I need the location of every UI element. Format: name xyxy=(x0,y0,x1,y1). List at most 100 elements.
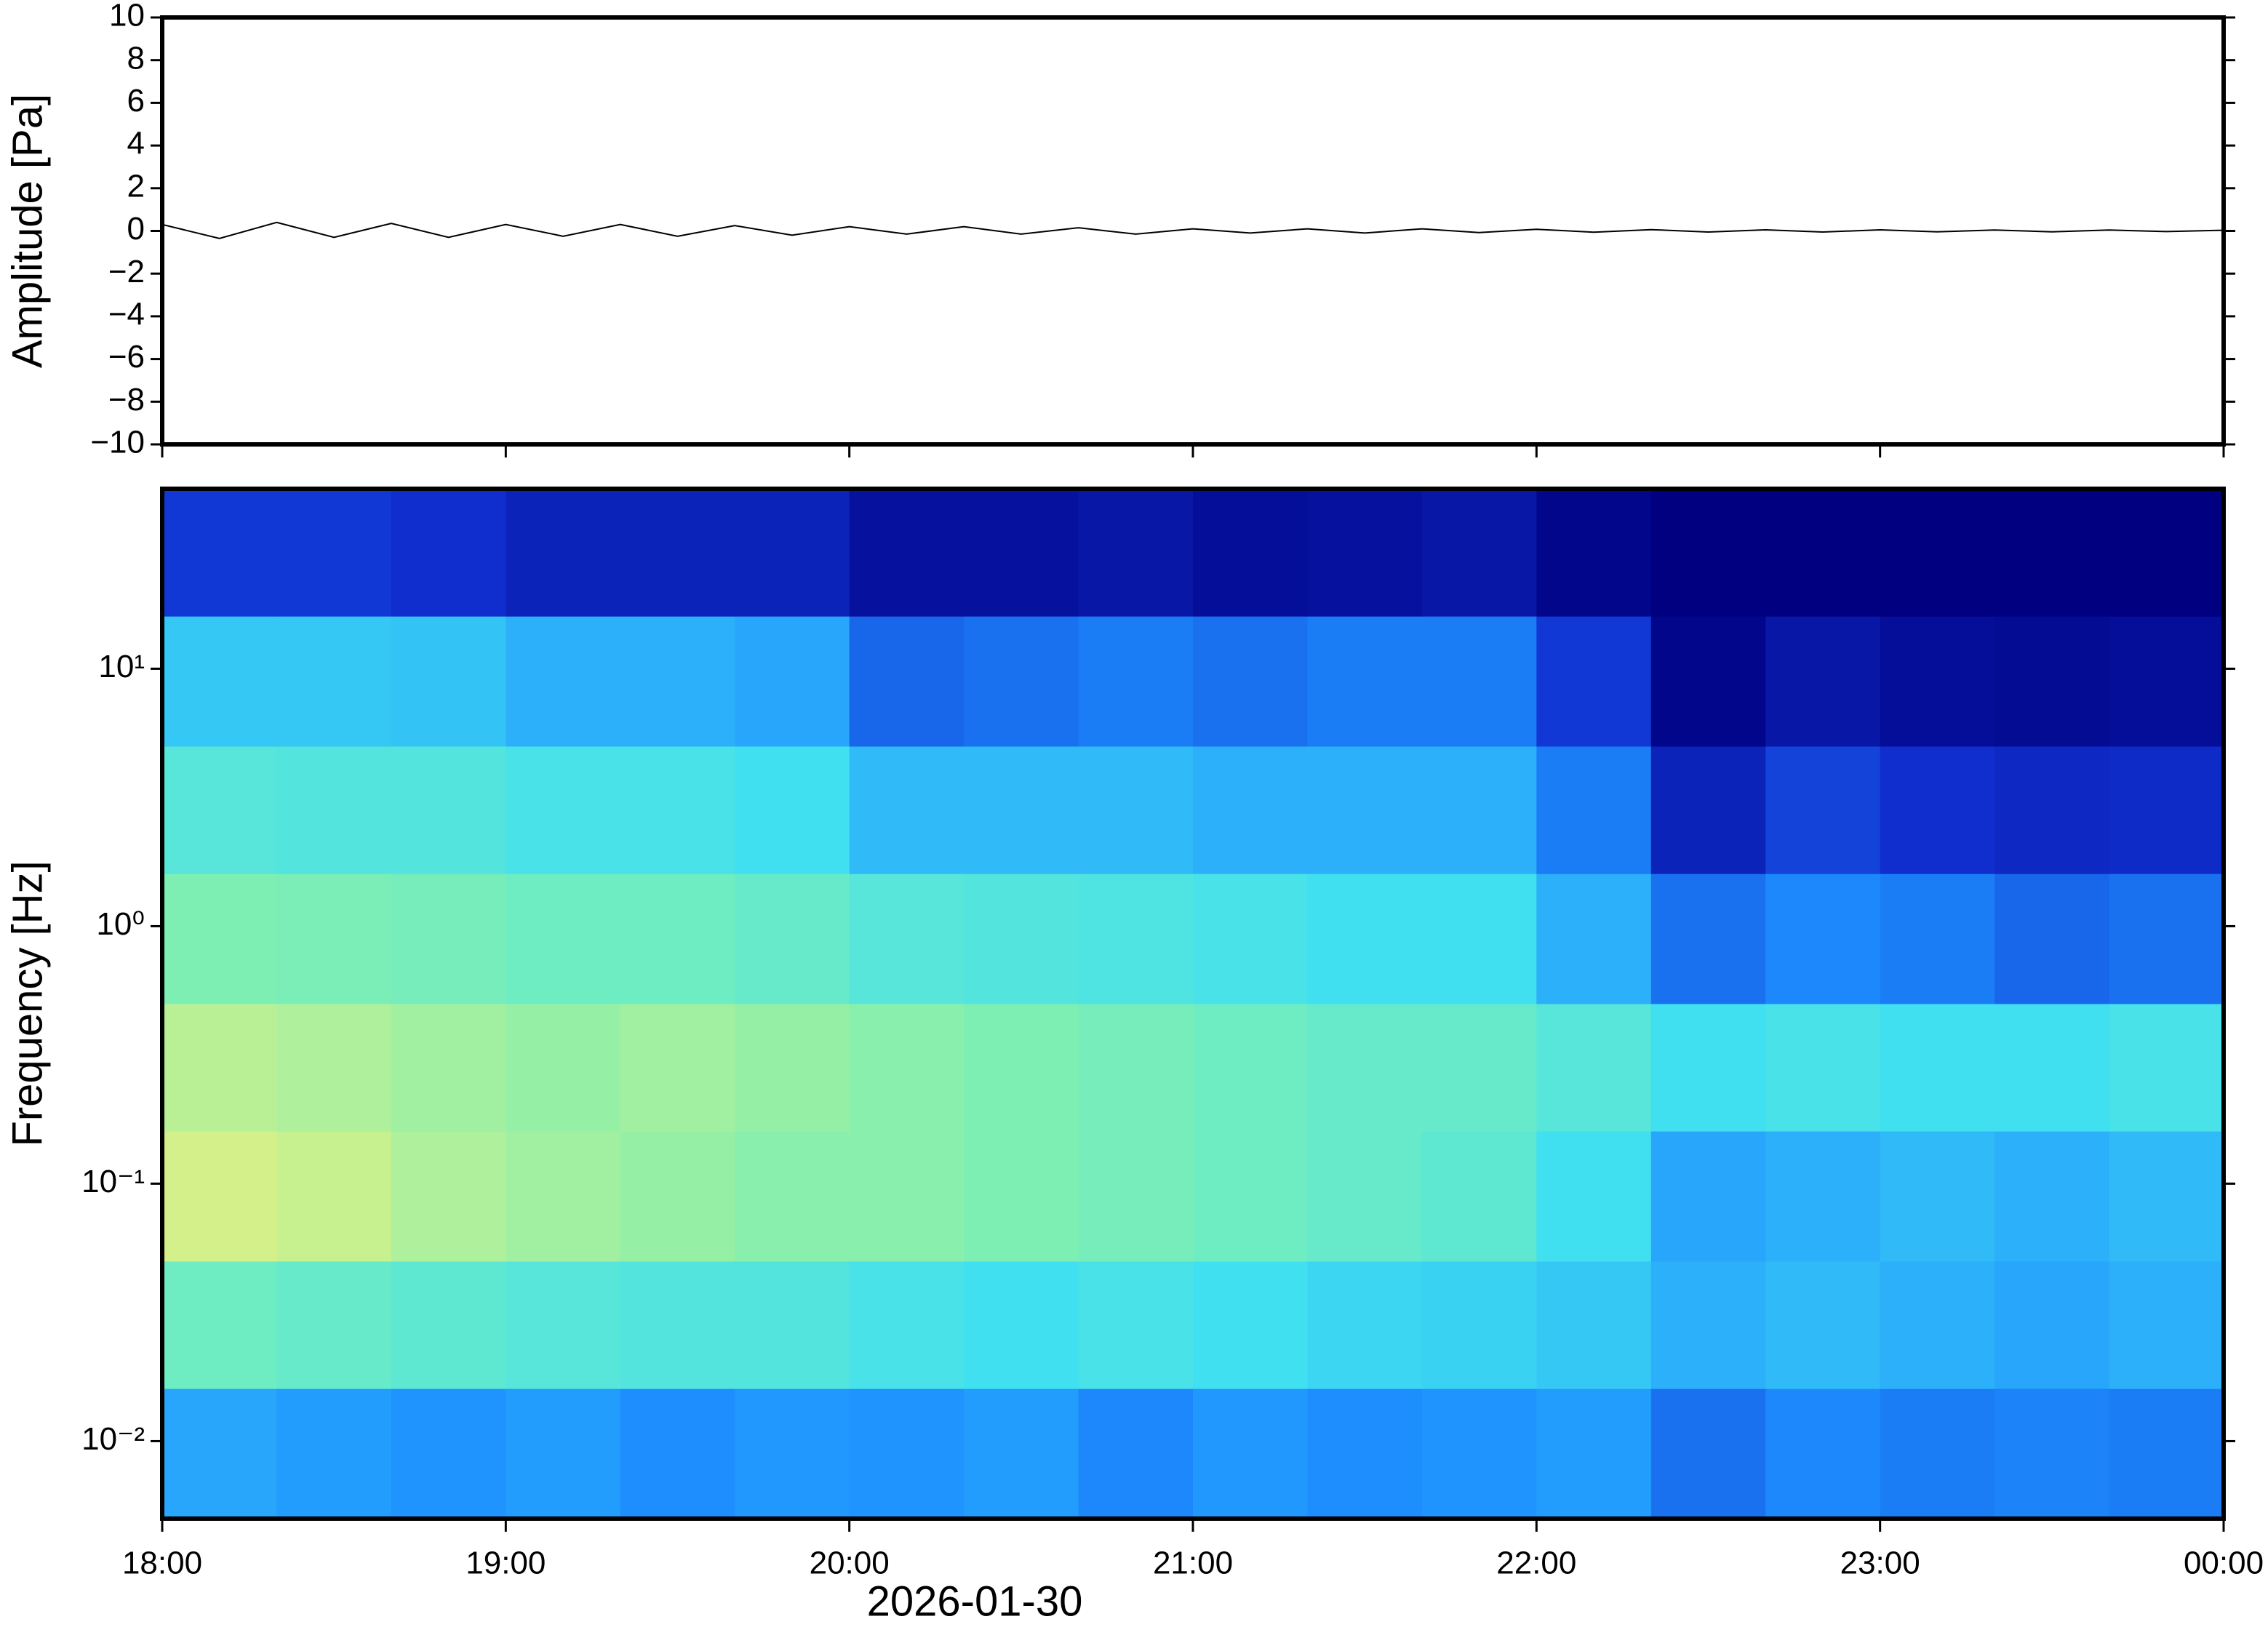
spectrogram-cell xyxy=(506,616,621,747)
spectrogram-cell xyxy=(1193,616,1308,747)
y-tick-label: 6 xyxy=(127,83,145,119)
spectrogram-cell xyxy=(391,489,506,617)
spectrogram-cell xyxy=(1193,874,1308,1004)
spectrogram-cell xyxy=(964,1131,1079,1262)
spectrogram-cell xyxy=(620,874,735,1004)
spectrogram-cell xyxy=(391,1131,506,1262)
spectrogram-cell xyxy=(1307,1004,1423,1132)
spectrogram-cell xyxy=(1880,746,1995,874)
spectrogram-cell xyxy=(1650,489,1766,617)
spectrogram-cell xyxy=(162,1131,277,1262)
spectrogram-cell xyxy=(1078,1261,1194,1389)
spectrogram-cell xyxy=(849,1004,965,1132)
spectrogram-cell xyxy=(964,746,1079,874)
spectrogram-cell xyxy=(276,489,392,617)
spectrogram-cell xyxy=(1536,746,1652,874)
spectrogram-cell xyxy=(2109,1388,2224,1519)
spectrogram-cell xyxy=(620,1388,735,1519)
spectrogram-cell xyxy=(1880,1004,1995,1132)
spectrogram-cell xyxy=(735,616,850,747)
spectrogram-cell xyxy=(1193,1388,1308,1519)
spectrogram-cell xyxy=(1995,616,2110,747)
spectrogram-cell xyxy=(620,1261,735,1389)
spectrogram-cell xyxy=(1765,489,1881,617)
spectrogram-cell xyxy=(1193,1131,1308,1262)
spectrogram-cell xyxy=(1078,1131,1194,1262)
spectrogram-cell xyxy=(2109,746,2224,874)
y-axis-label: Amplitude [Pa] xyxy=(4,94,51,368)
spectrogram-cell xyxy=(162,874,277,1004)
spectrogram-cell xyxy=(1650,1131,1766,1262)
spectrogram-cell xyxy=(735,1388,850,1519)
y-tick-label: 10⁻² xyxy=(81,1421,145,1457)
spectrogram-cell xyxy=(1995,746,2110,874)
spectrogram-cell xyxy=(1421,1261,1537,1389)
y-tick-label: 2 xyxy=(127,168,145,204)
spectrogram-cell xyxy=(276,1388,392,1519)
spectrogram-cell xyxy=(620,746,735,874)
spectrogram-cell xyxy=(735,489,850,617)
y-tick-label: 0 xyxy=(127,211,145,247)
spectrogram-cell xyxy=(506,874,621,1004)
spectrogram-cell xyxy=(2109,1004,2224,1132)
spectrogram-cell xyxy=(1078,746,1194,874)
spectrogram-cell xyxy=(162,1004,277,1132)
y-tick-label: 10⁰ xyxy=(96,906,145,942)
spectrogram-cell xyxy=(1995,489,2110,617)
y-axis-label: Frequency [Hz] xyxy=(4,860,51,1146)
x-tick-label: 20:00 xyxy=(810,1546,890,1581)
x-tick-label: 22:00 xyxy=(1496,1546,1576,1581)
spectrogram-cell xyxy=(276,616,392,747)
spectrogram-cell xyxy=(276,874,392,1004)
spectrogram-cell xyxy=(506,1261,621,1389)
spectrogram-cell xyxy=(2109,616,2224,747)
spectrogram-cell xyxy=(1421,616,1537,747)
spectrogram-cell xyxy=(162,746,277,874)
spectrogram-cell xyxy=(735,1004,850,1132)
y-tick-label: 10⁻¹ xyxy=(81,1164,145,1199)
spectrogram-cell xyxy=(1765,874,1881,1004)
spectrogram-cell xyxy=(1078,1004,1194,1132)
spectrogram-cell xyxy=(2109,874,2224,1004)
spectrogram-cell xyxy=(1307,1131,1423,1262)
spectrogram-cell xyxy=(1765,616,1881,747)
spectrogram-cell xyxy=(276,746,392,874)
y-tick-label: −4 xyxy=(108,297,145,332)
spectrogram-cell xyxy=(391,746,506,874)
spectrogram-cell xyxy=(1536,1388,1652,1519)
x-axis-label: 2026-01-30 xyxy=(867,1578,1083,1623)
spectrogram-cell xyxy=(1536,1004,1652,1132)
spectrogram-cell xyxy=(506,1131,621,1262)
spectrogram-cell xyxy=(1995,874,2110,1004)
waveform xyxy=(161,221,2224,239)
spectrogram-cell xyxy=(1650,1388,1766,1519)
spectrogram-cell xyxy=(391,1261,506,1389)
spectrogram-cell xyxy=(849,1261,965,1389)
spectrogram-cell xyxy=(1880,489,1995,617)
spectrogram-cell xyxy=(964,489,1079,617)
x-tick-label: 23:00 xyxy=(1840,1546,1920,1581)
y-tick-label: 10¹ xyxy=(98,649,145,684)
spectrogram-cell xyxy=(849,1388,965,1519)
spectrogram-cell xyxy=(1307,489,1423,617)
spectrogram-cell xyxy=(1995,1388,2110,1519)
spectrogram-cell xyxy=(162,489,277,617)
spectrogram-cell xyxy=(2109,1131,2224,1262)
spectrogram-cell xyxy=(276,1261,392,1389)
spectrogram-cell xyxy=(735,1261,850,1389)
spectrogram-cell xyxy=(1078,489,1194,617)
spectrogram-cell xyxy=(1421,489,1537,617)
spectrogram-cell xyxy=(1880,1131,1995,1262)
spectrogram-cell xyxy=(276,1131,392,1262)
spectrogram-cell xyxy=(1536,489,1652,617)
spectrogram-cell xyxy=(506,1388,621,1519)
spectrogram-cell xyxy=(391,1388,506,1519)
spectrogram-cell xyxy=(1995,1004,2110,1132)
spectrogram-cell xyxy=(849,874,965,1004)
spectrogram-cell xyxy=(1421,1131,1537,1262)
spectrogram-cell xyxy=(1880,1388,1995,1519)
spectrogram-cell xyxy=(1421,1004,1537,1132)
spectrogram-cell xyxy=(1307,1388,1423,1519)
spectrogram-cell xyxy=(506,1004,621,1132)
